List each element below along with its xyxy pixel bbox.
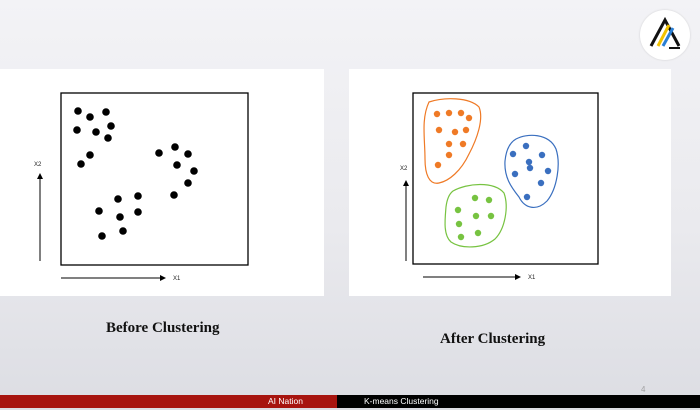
before-clustering-plot: X2 X1	[34, 92, 249, 282]
before-points-group	[73, 107, 198, 240]
green-cluster-point	[485, 196, 493, 204]
data-point	[171, 143, 179, 151]
orange-cluster-point	[465, 114, 473, 122]
ai-nation-logo-icon	[649, 16, 681, 49]
green-cluster-point	[474, 229, 482, 237]
plot-frame	[60, 92, 249, 266]
orange-cluster-point	[435, 126, 443, 134]
logo	[640, 10, 690, 60]
x-axis-label: X1	[173, 276, 181, 282]
data-point	[73, 126, 81, 134]
data-point	[92, 128, 100, 136]
green-cluster-point	[472, 212, 480, 220]
footer-topic: K-means Clustering	[364, 396, 439, 406]
before-clustering-panel: X2 X1	[0, 69, 324, 296]
data-point	[107, 122, 115, 130]
blue-cluster-point	[544, 167, 552, 175]
blue-cluster-point	[509, 150, 517, 158]
data-point	[184, 150, 192, 158]
data-point	[116, 213, 124, 221]
orange-cluster-point	[434, 161, 442, 169]
green-cluster-point	[471, 194, 479, 202]
data-point	[119, 227, 127, 235]
green-cluster-point	[487, 212, 495, 220]
orange-cluster-boundary	[423, 98, 482, 184]
data-point	[190, 167, 198, 175]
orange-cluster-point	[451, 128, 459, 136]
blue-cluster-point	[522, 142, 530, 150]
data-point	[86, 151, 94, 159]
blue-cluster-point	[525, 158, 533, 166]
green-cluster-point	[454, 206, 462, 214]
data-point	[102, 108, 110, 116]
blue-cluster-point	[511, 170, 519, 178]
data-point	[86, 113, 94, 121]
blue-cluster-point	[523, 193, 531, 201]
green-cluster-point	[455, 220, 463, 228]
orange-cluster-point	[457, 109, 465, 117]
blue-cluster-boundary	[504, 134, 559, 208]
plot-frame	[412, 92, 599, 265]
blue-cluster-point	[537, 179, 545, 187]
after-clustering-panel: X2 X1	[349, 69, 671, 296]
x-axis-arrowhead	[515, 274, 521, 280]
data-point	[95, 207, 103, 215]
orange-cluster-point	[445, 140, 453, 148]
x-axis-label: X1	[528, 275, 536, 281]
orange-cluster-point	[445, 109, 453, 117]
footer-left-band	[0, 395, 337, 408]
orange-cluster-point	[445, 151, 453, 159]
footer-brand: AI Nation	[268, 396, 303, 406]
data-point	[134, 192, 142, 200]
green-cluster-point	[457, 233, 465, 241]
orange-cluster-point	[462, 126, 470, 134]
after-clustering-plot: X2 X1	[400, 92, 599, 281]
y-axis-arrowhead	[37, 173, 43, 179]
data-point	[184, 179, 192, 187]
after-points-group	[433, 109, 552, 241]
data-point	[155, 149, 163, 157]
data-point	[98, 232, 106, 240]
x-axis-arrowhead	[160, 275, 166, 281]
before-clustering-caption: Before Clustering	[106, 320, 220, 336]
orange-cluster-point	[459, 140, 467, 148]
data-point	[104, 134, 112, 142]
y-axis-arrowhead	[403, 180, 409, 186]
data-point	[114, 195, 122, 203]
data-point	[134, 208, 142, 216]
orange-cluster-point	[433, 110, 441, 118]
after-clustering-caption: After Clustering	[440, 331, 546, 347]
green-cluster-boundary	[444, 183, 507, 248]
footer-bar: AI Nation K-means Clustering	[0, 395, 700, 408]
data-point	[170, 191, 178, 199]
y-axis-label: X2	[400, 166, 408, 172]
y-axis-label: X2	[34, 162, 42, 168]
data-point	[77, 160, 85, 168]
footer-right-band	[337, 395, 700, 408]
page-number: 4	[641, 385, 646, 394]
data-point	[74, 107, 82, 115]
blue-cluster-point	[526, 164, 534, 172]
blue-cluster-point	[538, 151, 546, 159]
data-point	[173, 161, 181, 169]
